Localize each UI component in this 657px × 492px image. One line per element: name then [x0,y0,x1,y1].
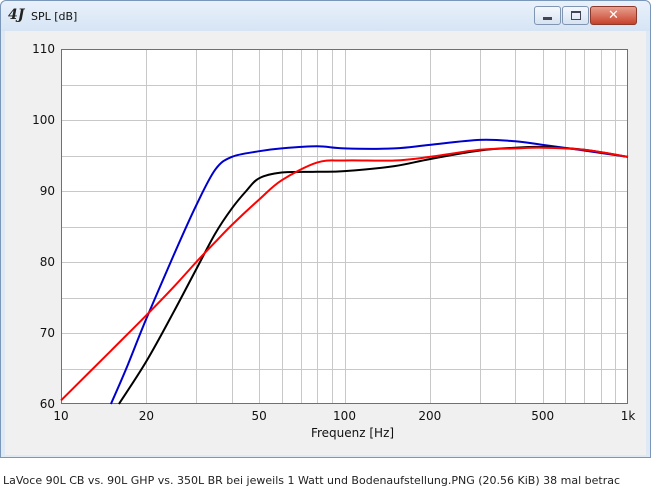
x-tick-label: 500 [531,409,554,423]
x-tick-label: 10 [53,409,68,423]
close-button[interactable]: ✕ [590,6,637,25]
x-tick-label: 1k [621,409,636,423]
series-line-3 [60,146,629,402]
window-title: SPL [dB] [31,10,78,23]
y-tick-label: 60 [40,397,55,411]
minimize-icon [543,17,552,20]
x-axis-label: Frequenz [Hz] [311,426,394,440]
maximize-button[interactable] [562,6,589,25]
y-tick-label: 70 [40,326,55,340]
y-tick-label: 100 [32,113,55,127]
title-bar[interactable]: 4J SPL [dB] ✕ [1,1,650,31]
y-tick-label: 110 [32,42,55,56]
chart-area: 60 70 80 90 100 110 10 20 50 100 200 500 1k Frequenz … [5,31,646,455]
x-tick-label: 100 [333,409,356,423]
app-logo-icon: 4J [8,7,25,23]
y-tick-label: 80 [40,255,55,269]
plot-window: 4J SPL [dB] ✕ 60 70 80 90 100 110 10 20 50 100 200… [0,0,651,458]
x-tick-label: 20 [139,409,154,423]
series-line-1 [109,138,629,405]
y-tick-label: 90 [40,184,55,198]
close-icon: ✕ [608,8,619,23]
spl-chart: 60 70 80 90 100 110 10 20 50 100 200 500 1k Frequenz … [32,42,636,440]
x-tick-label: 50 [252,409,267,423]
maximize-icon [570,11,581,20]
plot-border [61,49,628,404]
image-caption: LaVoce 90L CB vs. 90L GHP vs. 350L BR be… [3,474,621,487]
x-tick-label: 200 [418,409,441,423]
minimize-button[interactable] [534,6,561,25]
